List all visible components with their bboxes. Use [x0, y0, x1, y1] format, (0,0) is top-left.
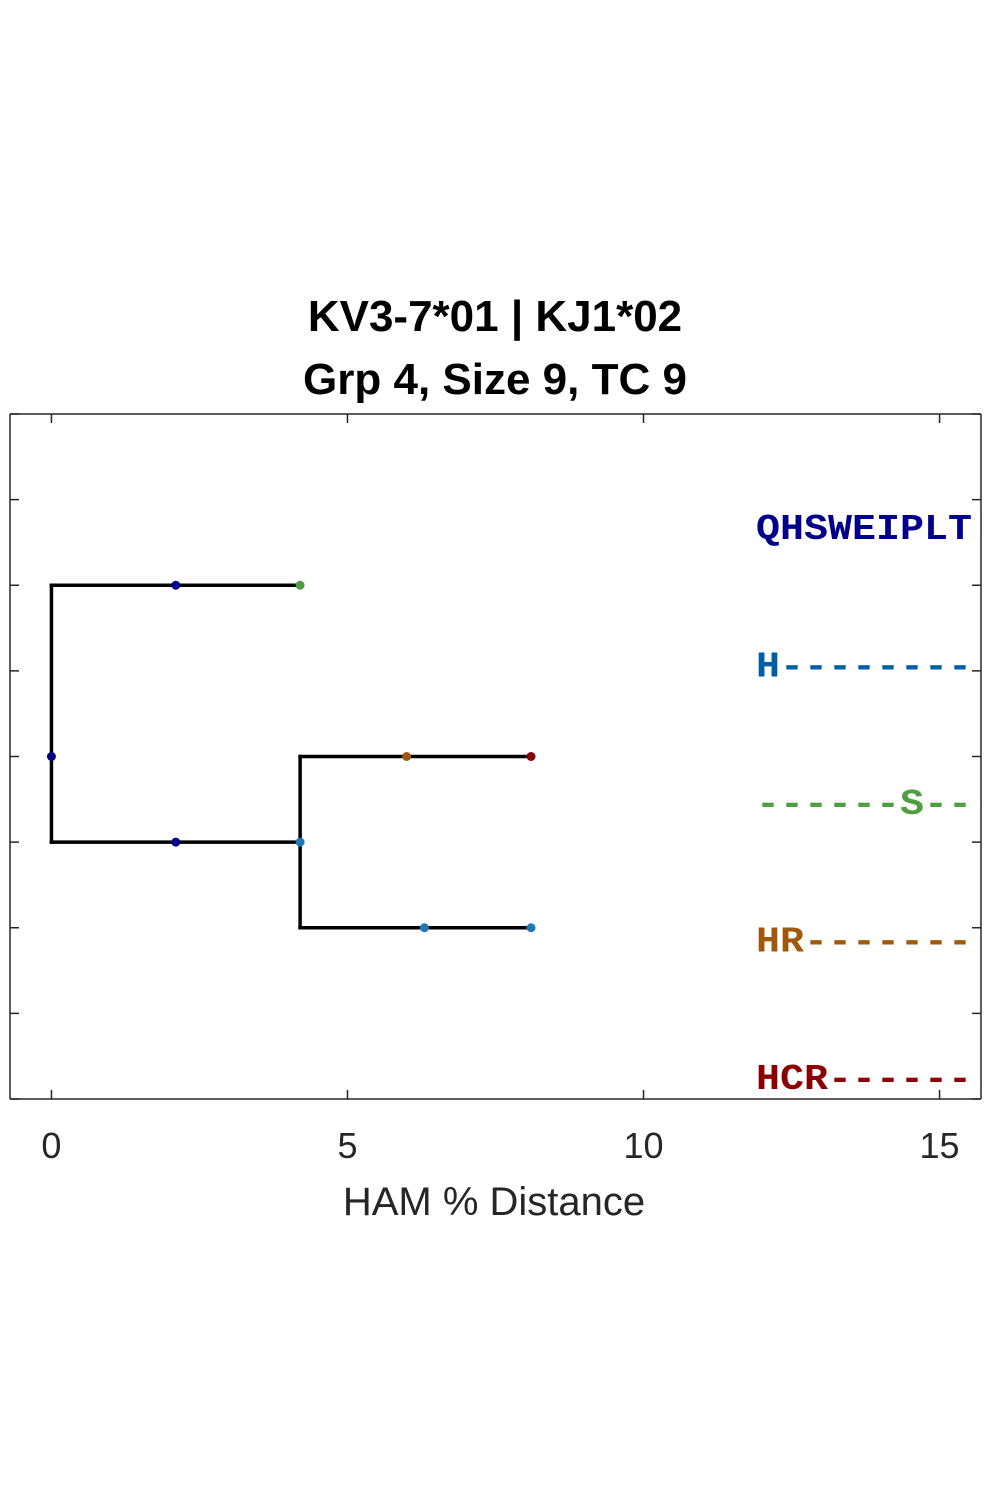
sequence-label: ------S--: [756, 784, 972, 825]
tree-node: [295, 580, 305, 590]
tree-branches: [49, 583, 533, 930]
chart-title-line-1: KV3-7*01 | KJ1*02: [307, 292, 683, 341]
x-tick-labels: 0 5 10 15: [41, 1125, 959, 1166]
chart-title-line-2: Grp 4, Size 9, TC 9: [303, 355, 687, 404]
tree-node: [402, 752, 412, 761]
sequence-label: HR-------: [756, 922, 972, 963]
tree-node: [171, 580, 181, 590]
x-axis-label: HAM % Distance: [343, 1180, 645, 1224]
sequence-label: HCR------: [756, 1059, 972, 1100]
x-tick-label: 0: [41, 1125, 61, 1166]
tree-node: [295, 837, 305, 847]
x-tick-label: 15: [920, 1125, 960, 1166]
axis-ticks: [10, 413, 981, 1100]
sequence-label: H--------: [756, 647, 972, 688]
tree-nodes: [46, 580, 536, 933]
tree-node: [419, 923, 429, 933]
tree-node: [171, 837, 181, 847]
x-tick-label: 10: [623, 1125, 663, 1166]
tree-node: [526, 923, 536, 933]
tree-node: [526, 752, 536, 761]
sequence-label: QHSWEIPLT: [756, 509, 972, 550]
tree-node: [46, 752, 56, 761]
sequence-labels: QHSWEIPLT H-------- ------S-- HR------- HCR-…: [756, 509, 972, 1100]
x-tick-label: 5: [337, 1125, 357, 1166]
